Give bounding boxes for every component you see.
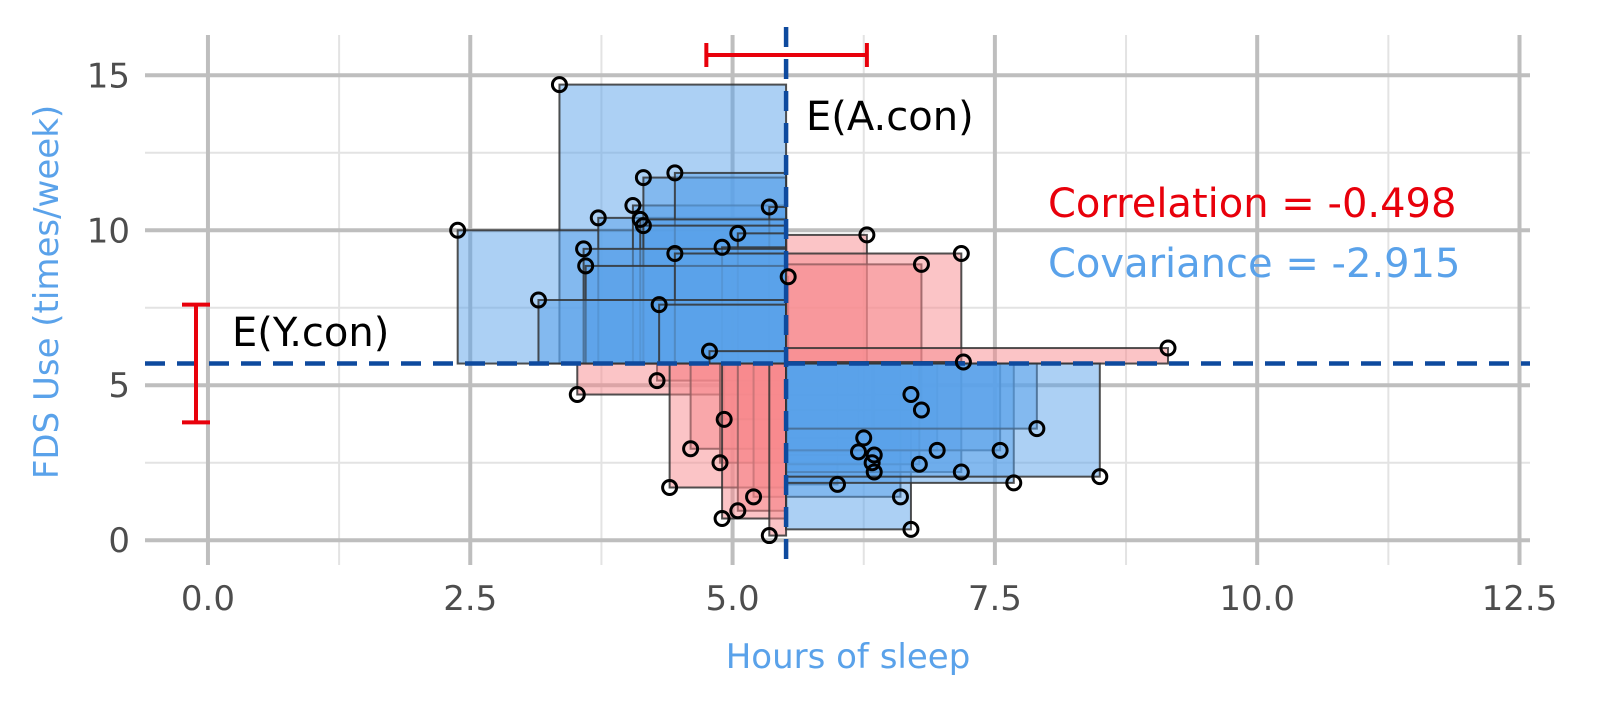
- data-point: [661, 479, 679, 497]
- x-axis-title: Hours of sleep: [726, 637, 971, 677]
- x-tick-label: 0.0: [181, 579, 235, 619]
- x-tick-label: 5.0: [706, 579, 760, 619]
- data-point: [449, 221, 467, 239]
- y-tick-label: 0: [108, 521, 130, 561]
- data-point: [550, 76, 568, 94]
- data-point: [666, 245, 684, 263]
- data-point: [910, 455, 928, 473]
- data-point: [529, 291, 547, 309]
- negative-deviation-rect: [785, 362, 1101, 478]
- data-point: [760, 198, 778, 216]
- data-point: [666, 164, 684, 182]
- correlation-annotation: Correlation = -0.498: [1048, 181, 1456, 227]
- data-point: [713, 238, 731, 256]
- x-tick-label: 10.0: [1219, 579, 1295, 619]
- y-tick-label: 5: [108, 366, 130, 406]
- data-point: [745, 488, 763, 506]
- data-point: [779, 268, 797, 286]
- data-point: [849, 443, 867, 461]
- negative-deviation-rect: [708, 350, 788, 365]
- covariance-annotation: Covariance = -2.915: [1048, 241, 1461, 287]
- data-point: [715, 410, 733, 428]
- data-point: [700, 342, 718, 360]
- data-point: [865, 463, 883, 481]
- data-point: [589, 209, 607, 227]
- data-point: [891, 488, 909, 506]
- y-axis-title: FDS Use (times/week): [27, 105, 67, 479]
- data-point: [1028, 420, 1046, 438]
- positive-deviation-rect: [768, 362, 788, 537]
- data-point: [648, 372, 666, 390]
- data-point: [729, 224, 747, 242]
- data-point: [902, 386, 920, 404]
- data-point: [829, 475, 846, 493]
- tick-labels: 0.0 2.5 5.0 7.5 10.0 12.5 0 5 10 15: [87, 56, 1558, 619]
- data-point: [865, 446, 883, 464]
- mean-y-label: E(Y.con): [232, 310, 389, 356]
- data-point: [577, 257, 595, 275]
- data-point: [1159, 339, 1177, 357]
- data-point: [1005, 474, 1023, 492]
- data-point: [682, 440, 700, 458]
- data-point: [711, 454, 729, 472]
- data-point: [634, 169, 652, 187]
- mean-x-label: E(A.con): [806, 94, 974, 140]
- y-tick-label: 15: [87, 56, 130, 96]
- data-point: [912, 255, 930, 273]
- x-tick-label: 12.5: [1482, 579, 1558, 619]
- data-point: [912, 401, 930, 419]
- mean-lines: [145, 27, 1530, 565]
- data-point: [650, 296, 668, 314]
- data-point: [634, 217, 652, 235]
- data-point: [952, 463, 970, 481]
- data-point: [954, 353, 972, 371]
- data-point: [991, 441, 1009, 459]
- data-point: [855, 429, 873, 447]
- data-points: [449, 76, 1177, 545]
- data-point: [902, 520, 920, 538]
- interval-bars: [182, 43, 869, 425]
- data-point: [928, 441, 946, 459]
- x-tick-label: 7.5: [968, 579, 1022, 619]
- data-point: [858, 226, 876, 244]
- x-tick-label: 2.5: [443, 579, 497, 619]
- data-point: [713, 510, 731, 528]
- data-point: [863, 454, 881, 472]
- data-point: [1091, 468, 1109, 486]
- data-point: [729, 502, 747, 520]
- data-point: [568, 386, 586, 404]
- y-tick-label: 10: [87, 211, 130, 251]
- data-point: [624, 196, 642, 214]
- data-point: [952, 245, 970, 263]
- data-point: [760, 527, 778, 545]
- positive-deviation-rect: [785, 252, 963, 365]
- data-point: [575, 240, 593, 258]
